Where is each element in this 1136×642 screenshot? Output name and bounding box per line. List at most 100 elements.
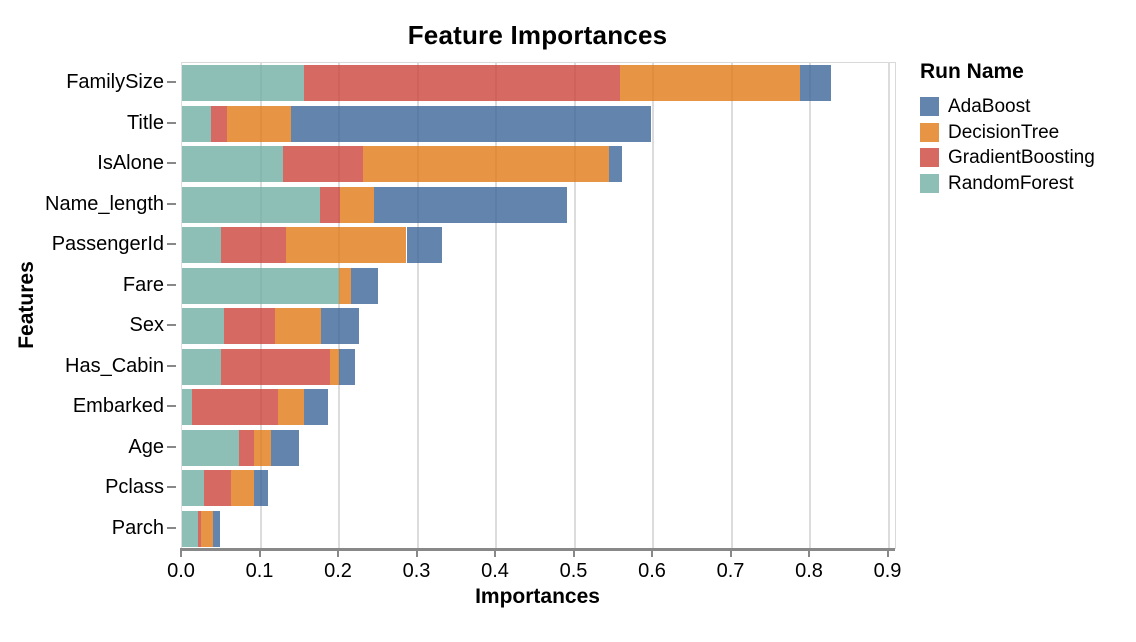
bar-segment-randomforest (182, 186, 321, 223)
bar-segment-gradientboosting (224, 308, 275, 345)
x-tick-label: 0.5 (559, 560, 588, 582)
x-axis-title: Importances (475, 585, 600, 608)
x-tick-mark (337, 548, 339, 557)
bar-segment-adaboost (609, 146, 622, 183)
bar-segment-adaboost (799, 65, 832, 102)
bar-segment-adaboost (339, 348, 355, 385)
bar-segment-gradientboosting (221, 227, 286, 264)
bar-segment-gradientboosting (221, 348, 331, 385)
y-tick-label: Pclass (105, 476, 164, 499)
bar-segment-adaboost (304, 389, 328, 426)
bar-segment-randomforest (182, 105, 212, 142)
bar-segment-adaboost (406, 227, 442, 264)
legend-item-decisiontree: DecisionTree (920, 122, 1135, 142)
gridline (495, 63, 497, 549)
bar-row (182, 105, 895, 142)
y-tick-mark (167, 162, 176, 165)
bar-row (182, 429, 895, 466)
y-tick-mark (167, 81, 176, 84)
bar-row (182, 389, 895, 426)
x-tick-mark (494, 548, 496, 557)
bar-segment-gradientboosting (320, 186, 340, 223)
x-tick-label: 0.4 (481, 560, 509, 582)
legend-item-adaboost: AdaBoost (920, 97, 1135, 116)
legend-swatch-icon (920, 97, 939, 116)
legend-item-label: AdaBoost (948, 96, 1031, 117)
x-tick-label: 0.2 (324, 560, 352, 582)
y-tick-mark (167, 405, 176, 408)
x-tick-mark (415, 548, 418, 557)
y-tick-label: Parch (111, 516, 164, 539)
chart-title: Feature Importances (407, 20, 668, 50)
bar-row (182, 65, 895, 102)
x-tick-label: 0.3 (402, 560, 431, 582)
bar-segment-randomforest (182, 510, 199, 547)
y-tick-label: Has_Cabin (65, 354, 164, 377)
y-tick-mark (167, 324, 176, 327)
x-tick-mark (729, 548, 732, 557)
bar-segment-gradientboosting (211, 105, 227, 142)
gridline (573, 63, 576, 549)
y-tick-label: Sex (129, 314, 164, 337)
y-tick-mark (167, 486, 176, 489)
y-tick-label: Name_length (45, 192, 164, 215)
x-tick-mark (180, 548, 182, 557)
x-tick-label: 0.7 (716, 560, 745, 582)
bar-segment-decisiontree (330, 348, 339, 385)
x-tick-label: 0.8 (795, 560, 823, 582)
y-tick-label: Fare (122, 273, 164, 296)
bar-row (182, 146, 895, 183)
gridline (730, 63, 733, 549)
x-tick-label: 0.1 (245, 560, 274, 582)
y-tick-mark (167, 121, 176, 124)
legend-item-label: RandomForest (948, 172, 1074, 194)
x-tick-mark (651, 548, 653, 557)
bar-segment-randomforest (182, 227, 222, 264)
x-tick-label: 0.9 (873, 560, 902, 582)
bar-segment-randomforest (182, 146, 284, 183)
y-tick-label: PassengerId (51, 233, 164, 256)
bar-segment-randomforest (182, 65, 305, 102)
plot-area (181, 62, 896, 549)
x-axis-line (180, 548, 895, 551)
bar-segment-adaboost (320, 308, 360, 345)
y-tick-label: Title (126, 111, 164, 134)
y-tick-mark (167, 243, 176, 246)
y-tick-mark (167, 526, 176, 529)
bar-segment-randomforest (182, 470, 204, 507)
bar-segment-decisiontree (200, 510, 213, 547)
bar-segment-decisiontree (226, 105, 292, 142)
y-tick-mark (167, 202, 176, 205)
bar-segment-adaboost (291, 105, 651, 142)
y-tick-mark (167, 445, 176, 448)
gridline (338, 63, 340, 549)
x-tick-label: 0.6 (638, 560, 666, 582)
bar-segment-randomforest (182, 429, 240, 466)
bar-segment-randomforest (182, 267, 339, 304)
legend-item-randomforest: RandomForest (920, 172, 1135, 194)
bar-segment-gradientboosting (283, 146, 364, 183)
bar-segment-decisiontree (620, 65, 800, 102)
bar-segment-randomforest (182, 389, 193, 426)
y-tick-label: Age (128, 435, 164, 458)
y-tick-mark (167, 283, 176, 286)
y-tick-label: FamilySize (66, 71, 164, 94)
bar-segment-decisiontree (339, 186, 375, 223)
gridline (809, 63, 811, 549)
bar-segment-adaboost (374, 186, 567, 223)
bar-row (182, 510, 895, 547)
gridline (887, 63, 890, 549)
bar-row (182, 308, 895, 345)
bar-segment-adaboost (271, 429, 299, 466)
legend-items: AdaBoost DecisionTree GradientBoosting Rand… (920, 97, 1135, 193)
x-tick-mark (258, 548, 261, 557)
bar-segment-randomforest (182, 348, 222, 385)
bar-segment-decisiontree (231, 470, 255, 507)
y-tick-label: IsAlone (97, 152, 164, 175)
bar-segment-adaboost (350, 267, 379, 304)
bar-row (182, 186, 895, 223)
x-tick-label: 0.0 (167, 560, 195, 582)
bar-segment-decisiontree (285, 227, 407, 264)
bar-segment-gradientboosting (239, 429, 255, 466)
